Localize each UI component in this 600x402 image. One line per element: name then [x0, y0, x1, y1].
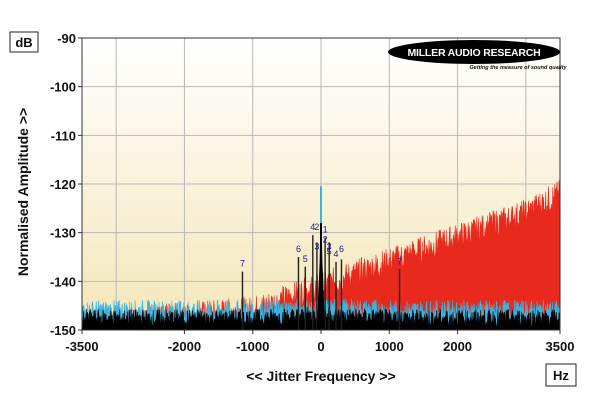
peak-spikes [241, 186, 401, 330]
central-peak-skirt [316, 188, 326, 330]
x-axis-title: << Jitter Frequency >> [246, 368, 395, 384]
peak-label: 6 [296, 244, 301, 254]
peak-label: 4 [334, 249, 339, 259]
x-tick-label: -1000 [236, 339, 269, 354]
peak-label: 7 [397, 256, 402, 266]
y-axis-ticks: -90 -100 -110 -120 -130 -140 -150 [50, 31, 82, 338]
y-tick-label: -120 [50, 177, 76, 192]
peak-label: 6 [339, 244, 344, 254]
y-tick-label: -150 [50, 323, 76, 338]
x-tick-label: 0 [317, 339, 324, 354]
y-unit-label: dB [15, 35, 32, 50]
peak-label: 1 [323, 225, 328, 235]
logo-tagline: Getting the measure of sound quality [469, 65, 567, 71]
peak-label: 5 [327, 247, 332, 257]
x-tick-label: 2000 [443, 339, 472, 354]
x-tick-label: 1000 [375, 339, 404, 354]
x-unit-box: Hz [545, 363, 577, 387]
y-tick-label: -100 [50, 80, 76, 95]
y-tick-label: -140 [50, 274, 76, 289]
peak-label: 7 [240, 259, 245, 269]
peak-label: 2 [314, 222, 319, 232]
x-tick-label: -3500 [65, 339, 98, 354]
y-unit-box: dB [9, 31, 39, 53]
peak-label: 2 [323, 234, 328, 244]
peak-label: 3 [327, 242, 332, 252]
y-tick-label: -130 [50, 226, 76, 241]
miller-audio-research-logo: MILLER AUDIO RESEARCH Getting the measur… [388, 40, 568, 71]
y-tick-label: -90 [57, 31, 76, 46]
x-tick-label: -2000 [168, 339, 201, 354]
peak-label: 3 [314, 242, 319, 252]
peak-label: 5 [303, 254, 308, 264]
x-axis-ticks: -3500 -2000 -1000 0 1000 2000 3500 [65, 330, 574, 354]
x-unit-label: Hz [553, 368, 569, 383]
y-axis-title: Normalised Amplitude >> [15, 108, 31, 276]
logo-name: MILLER AUDIO RESEARCH [407, 47, 540, 59]
y-tick-label: -110 [51, 128, 76, 143]
peak-label: 4 [310, 222, 315, 232]
x-tick-label: 3500 [546, 339, 575, 354]
